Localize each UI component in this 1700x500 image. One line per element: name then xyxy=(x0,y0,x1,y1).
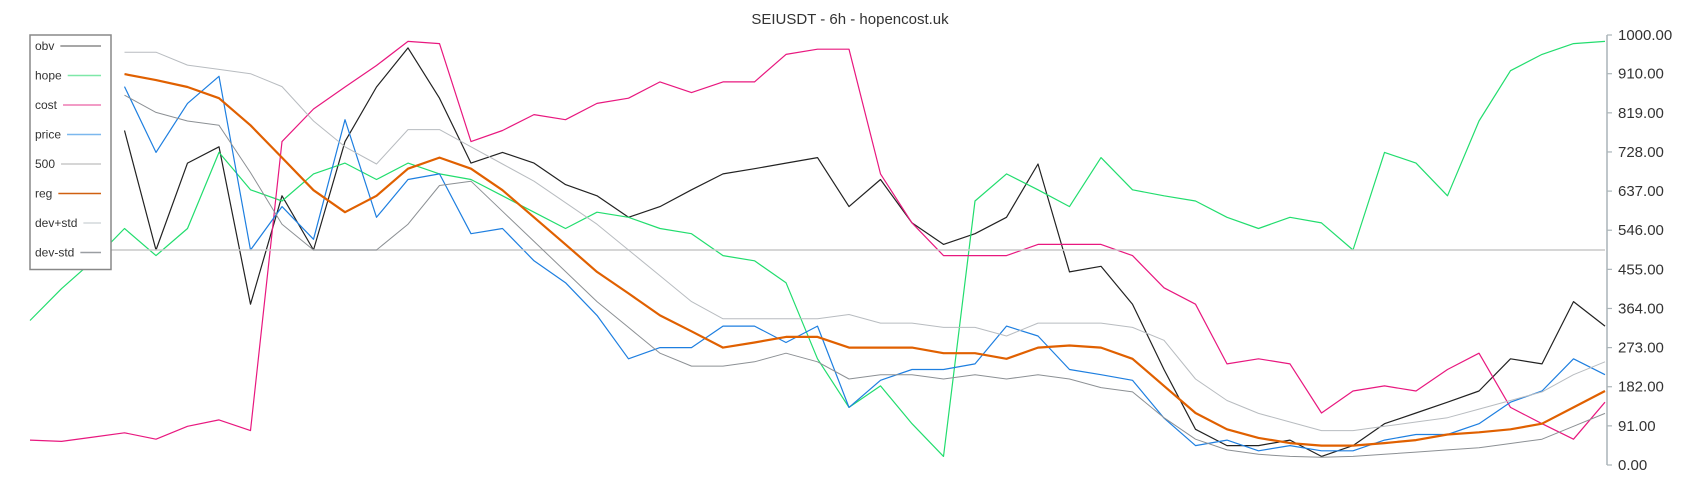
y-tick-label: 546.00 xyxy=(1618,222,1664,239)
y-axis: 0.00 91.00 182.00 273.00 364.00 455.00 546.00 6… xyxy=(1606,27,1672,474)
y-tick-label: 364.00 xyxy=(1618,300,1664,317)
series-dev+std xyxy=(124,51,1606,432)
legend-label: obv xyxy=(35,39,54,53)
y-tick-label: 910.00 xyxy=(1618,66,1664,83)
y-tick-label: 819.00 xyxy=(1618,105,1664,122)
legend-label: price xyxy=(35,128,61,142)
series-layer xyxy=(29,40,1606,458)
legend-label: hope xyxy=(35,69,62,83)
legend-label: dev+std xyxy=(35,216,77,230)
legend-label: cost xyxy=(35,98,58,112)
series-line-hope xyxy=(29,40,1606,457)
y-tick-label: 273.00 xyxy=(1618,340,1664,357)
y-tick-label: 1000.00 xyxy=(1618,27,1672,44)
y-tick-label: 182.00 xyxy=(1618,379,1664,396)
y-tick-label: 455.00 xyxy=(1618,261,1664,278)
y-tick-label: 637.00 xyxy=(1618,183,1664,200)
series-line-cost xyxy=(29,40,1606,442)
y-tick-label: 0.00 xyxy=(1618,457,1647,474)
series-line-dev-std xyxy=(124,94,1606,458)
legend-item-cost: cost xyxy=(35,98,101,112)
legend-item-dev-std: dev-std xyxy=(35,246,101,260)
y-tick-label: 728.00 xyxy=(1618,144,1664,161)
chart-title: SEIUSDT - 6h - hopencost.uk xyxy=(751,11,949,28)
legend-label: reg xyxy=(35,187,52,201)
legend-item-price: price xyxy=(35,128,101,142)
legend-item-reg: reg xyxy=(35,187,101,201)
legend-item-obv: obv xyxy=(35,39,101,53)
series-cost xyxy=(29,40,1606,442)
y-tick-label: 91.00 xyxy=(1618,418,1656,435)
legend: obv hope cost price 500 reg dev+std dev-std xyxy=(29,34,112,271)
series-dev-std xyxy=(124,94,1606,458)
legend-item-hope: hope xyxy=(35,69,101,83)
series-hope xyxy=(29,40,1606,457)
series-line-price xyxy=(123,75,1606,452)
series-reg xyxy=(124,73,1606,447)
legend-label: dev-std xyxy=(35,246,74,260)
legend-box xyxy=(29,34,112,271)
series-line-obv xyxy=(123,47,1606,457)
series-line-reg xyxy=(124,73,1606,447)
legend-label: 500 xyxy=(35,157,55,171)
legend-item-500: 500 xyxy=(35,157,101,171)
series-line-dev+std xyxy=(124,51,1606,432)
series-obv xyxy=(123,47,1606,457)
legend-item-dev+std: dev+std xyxy=(35,216,101,230)
series-price xyxy=(123,75,1606,452)
